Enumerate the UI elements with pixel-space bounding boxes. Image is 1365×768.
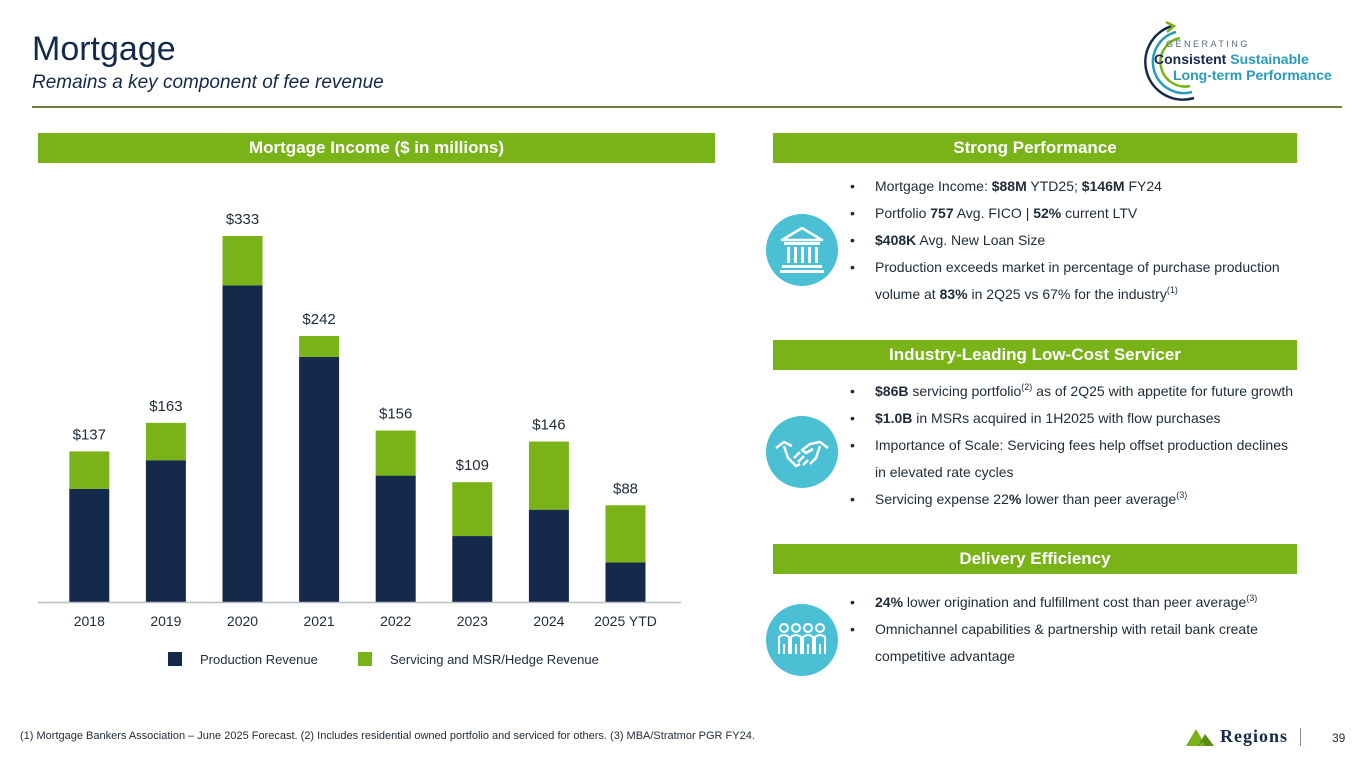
bar-production-2018 (69, 488, 110, 602)
low-cost-servicer-header: Industry-Leading Low-Cost Servicer (773, 340, 1297, 370)
bar-servicing-2023 (452, 482, 493, 537)
x-tick-label: 2020 (227, 613, 258, 629)
page-subtitle: Remains a key component of fee revenue (32, 72, 384, 93)
list-item: Production exceeds market in percentage … (848, 254, 1298, 308)
bar-production-2020 (222, 285, 263, 602)
x-tick-label: 2025 YTD (594, 613, 657, 629)
list-item: Portfolio 757 Avg. FICO | 52% current LT… (848, 200, 1298, 227)
bar-total-label: $137 (73, 426, 106, 443)
people-icon (766, 604, 838, 676)
list-item: 24% lower origination and fulfillment co… (848, 589, 1298, 616)
strong-performance-header: Strong Performance (773, 133, 1297, 163)
bar-servicing-2018 (69, 451, 110, 489)
legend-label-servicing: Servicing and MSR/Hedge Revenue (390, 651, 599, 667)
bar-production-2022 (375, 475, 416, 602)
bar-total-label: $333 (226, 211, 259, 228)
x-tick-label: 2022 (380, 613, 411, 629)
x-tick-label: 2018 (74, 613, 105, 629)
bar-total-label: $109 (456, 457, 489, 474)
delivery-efficiency-header: Delivery Efficiency (773, 544, 1297, 574)
list-item: $1.0B in MSRs acquired in 1H2025 with fl… (848, 405, 1298, 432)
list-item: Omnichannel capabilities & partnership w… (848, 616, 1298, 670)
x-tick-label: 2024 (533, 613, 564, 629)
list-item: Servicing expense 22% lower than peer av… (848, 486, 1298, 513)
legend-swatch-servicing (358, 652, 372, 666)
servicer-list: $86B servicing portfolio(2) as of 2Q25 w… (848, 378, 1298, 513)
bar-production-2019 (145, 460, 186, 602)
logo-swoosh-icon (1144, 20, 1195, 101)
delivery-list: 24% lower origination and fulfillment co… (848, 589, 1298, 670)
strong-performance-list: Mortgage Income: $88M YTD25; $146M FY24 … (848, 173, 1298, 308)
legend-swatch-production (168, 652, 182, 666)
bar-total-label: $146 (532, 417, 565, 434)
x-tick-label: 2019 (150, 613, 181, 629)
page-number: 39 (1332, 731, 1346, 745)
bar-servicing-2019 (145, 422, 186, 461)
regions-wordmark: Regions (1220, 726, 1289, 746)
logo-line-1: Consistent Sustainable (1154, 51, 1309, 67)
footer-separator (1300, 727, 1302, 746)
bar-servicing-2025 YTD (605, 505, 646, 563)
generating-performance-logo: GENERATING Consistent Sustainable Long-t… (1132, 20, 1347, 102)
legend-production: Production Revenue (168, 650, 318, 668)
list-item: Mortgage Income: $88M YTD25; $146M FY24 (848, 173, 1298, 200)
bar-production-2024 (528, 509, 569, 602)
bar-servicing-2024 (528, 441, 569, 510)
page-title: Mortgage (32, 30, 176, 68)
regions-logo: Regions (1186, 726, 1302, 747)
bar-total-label: $242 (302, 311, 335, 328)
legend-servicing: Servicing and MSR/Hedge Revenue (358, 650, 599, 668)
bar-production-2021 (299, 356, 340, 602)
title-divider (32, 106, 1342, 108)
x-tick-label: 2023 (457, 613, 488, 629)
bar-servicing-2022 (375, 430, 416, 476)
bar-production-2025 YTD (605, 562, 646, 602)
bar-servicing-2020 (222, 236, 263, 286)
bank-icon (766, 214, 838, 286)
x-tick-label: 2021 (304, 613, 335, 629)
bar-total-label: $163 (149, 398, 182, 415)
chart-section-header: Mortgage Income ($ in millions) (38, 133, 715, 163)
logo-line-2: Long-term Performance (1173, 67, 1332, 83)
footnote: (1) Mortgage Bankers Association – June … (20, 730, 755, 742)
bar-servicing-2021 (299, 336, 340, 357)
regions-pyramid-icon (1186, 728, 1214, 746)
bar-total-label: $88 (613, 480, 638, 497)
mortgage-income-chart: $137 2018 $163 2019 $333 2020 $242 2021 $156 2022… (38, 211, 681, 629)
handshake-icon (766, 416, 838, 488)
bar-total-label: $156 (379, 406, 412, 423)
list-item: $408K Avg. New Loan Size (848, 227, 1298, 254)
list-item: Importance of Scale: Servicing fees help… (848, 432, 1298, 486)
list-item: $86B servicing portfolio(2) as of 2Q25 w… (848, 378, 1298, 405)
bar-production-2023 (452, 536, 493, 602)
logo-generating-text: GENERATING (1166, 39, 1250, 49)
legend-label-production: Production Revenue (200, 651, 318, 667)
